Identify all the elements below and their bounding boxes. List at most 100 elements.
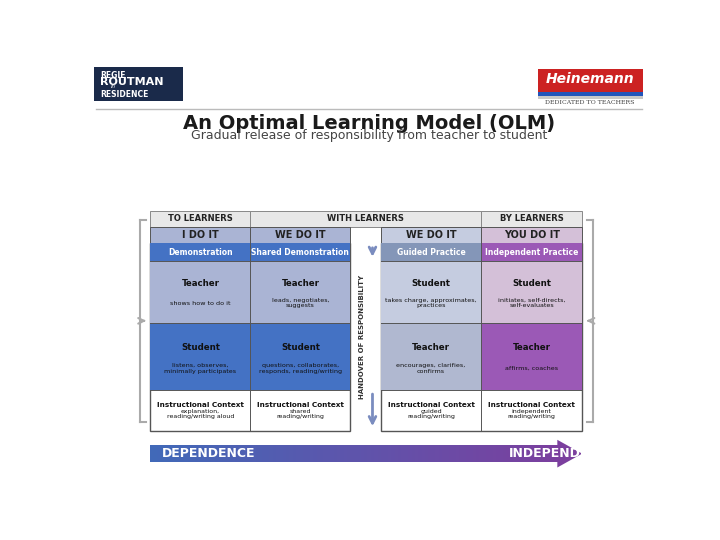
Bar: [371, 445, 374, 462]
Bar: [538, 69, 642, 92]
Text: HANDOVER OF RESPONSIBILITY: HANDOVER OF RESPONSIBILITY: [359, 275, 364, 399]
Bar: [215, 445, 219, 462]
Bar: [320, 445, 324, 462]
Bar: [218, 445, 222, 462]
Text: INDEPENDENCE: INDEPENDENCE: [508, 447, 617, 460]
Bar: [381, 261, 482, 323]
Bar: [184, 445, 188, 462]
Text: REGIE: REGIE: [100, 71, 125, 80]
Text: Independent Practice: Independent Practice: [485, 248, 578, 257]
Bar: [482, 445, 487, 462]
Bar: [235, 445, 239, 462]
Bar: [513, 445, 517, 462]
Bar: [530, 445, 534, 462]
Bar: [266, 445, 269, 462]
Text: ROUTMAN: ROUTMAN: [100, 77, 163, 87]
Bar: [405, 445, 408, 462]
Text: WITH LEARNERS: WITH LEARNERS: [328, 214, 405, 224]
Bar: [547, 445, 551, 462]
Bar: [171, 445, 174, 462]
Bar: [428, 445, 432, 462]
Bar: [367, 445, 372, 462]
Text: Teacher: Teacher: [412, 343, 450, 352]
Bar: [202, 445, 205, 462]
Bar: [442, 445, 446, 462]
Bar: [357, 445, 361, 462]
Bar: [482, 211, 582, 226]
Text: Student: Student: [181, 343, 220, 352]
Bar: [510, 445, 513, 462]
Bar: [490, 445, 493, 462]
Bar: [493, 445, 497, 462]
Bar: [174, 445, 178, 462]
Bar: [364, 445, 368, 462]
Bar: [208, 445, 212, 462]
Bar: [432, 445, 436, 462]
Text: Student: Student: [512, 279, 552, 288]
Text: Guided Practice: Guided Practice: [397, 248, 465, 257]
Bar: [154, 445, 158, 462]
Bar: [374, 445, 378, 462]
Bar: [161, 445, 164, 462]
Bar: [452, 445, 456, 462]
Text: listens, observes,
minimally participates: listens, observes, minimally participate…: [164, 363, 236, 374]
Bar: [303, 445, 307, 462]
Bar: [296, 445, 300, 462]
Text: shared
reading/writing: shared reading/writing: [276, 409, 324, 420]
Text: encourages, clarifies,
confirms: encourages, clarifies, confirms: [397, 363, 466, 374]
Bar: [249, 445, 253, 462]
Bar: [466, 445, 469, 462]
Text: guided
reading/writing: guided reading/writing: [407, 409, 455, 420]
Bar: [150, 211, 251, 226]
Bar: [317, 445, 320, 462]
Text: BY LEARNERS: BY LEARNERS: [500, 214, 564, 224]
Bar: [482, 261, 582, 323]
Bar: [313, 445, 317, 462]
Bar: [178, 445, 181, 462]
Text: Heinemann: Heinemann: [546, 72, 634, 86]
Bar: [251, 244, 351, 261]
Bar: [150, 261, 251, 323]
Bar: [381, 323, 482, 390]
Bar: [415, 445, 419, 462]
Bar: [343, 445, 348, 462]
Bar: [354, 445, 358, 462]
Bar: [323, 445, 327, 462]
Bar: [194, 445, 198, 462]
Bar: [436, 445, 439, 462]
Bar: [527, 445, 531, 462]
Bar: [262, 445, 266, 462]
Bar: [391, 445, 395, 462]
Bar: [269, 445, 273, 462]
Bar: [150, 323, 251, 390]
Text: I DO IT: I DO IT: [182, 230, 219, 240]
Bar: [191, 445, 195, 462]
Bar: [276, 445, 279, 462]
Text: Teacher: Teacher: [282, 279, 320, 288]
Bar: [256, 445, 259, 462]
Text: RESIDENCE: RESIDENCE: [100, 90, 148, 99]
Text: YOU DO IT: YOU DO IT: [504, 230, 559, 240]
Text: Instructional Context: Instructional Context: [157, 402, 244, 408]
Bar: [361, 445, 364, 462]
Bar: [242, 445, 246, 462]
Bar: [330, 445, 334, 462]
Text: in: in: [111, 84, 116, 89]
Bar: [150, 244, 351, 430]
Bar: [246, 445, 249, 462]
Bar: [381, 445, 384, 462]
Bar: [251, 226, 351, 244]
Bar: [482, 323, 582, 390]
Text: independent
reading/writing: independent reading/writing: [508, 409, 556, 420]
Bar: [541, 445, 544, 462]
Bar: [279, 445, 283, 462]
Bar: [482, 244, 582, 261]
Text: WE DO IT: WE DO IT: [275, 230, 325, 240]
Bar: [469, 445, 473, 462]
Bar: [476, 445, 480, 462]
Bar: [377, 445, 382, 462]
Bar: [496, 445, 500, 462]
Bar: [544, 445, 547, 462]
Bar: [252, 445, 256, 462]
Bar: [459, 445, 463, 462]
